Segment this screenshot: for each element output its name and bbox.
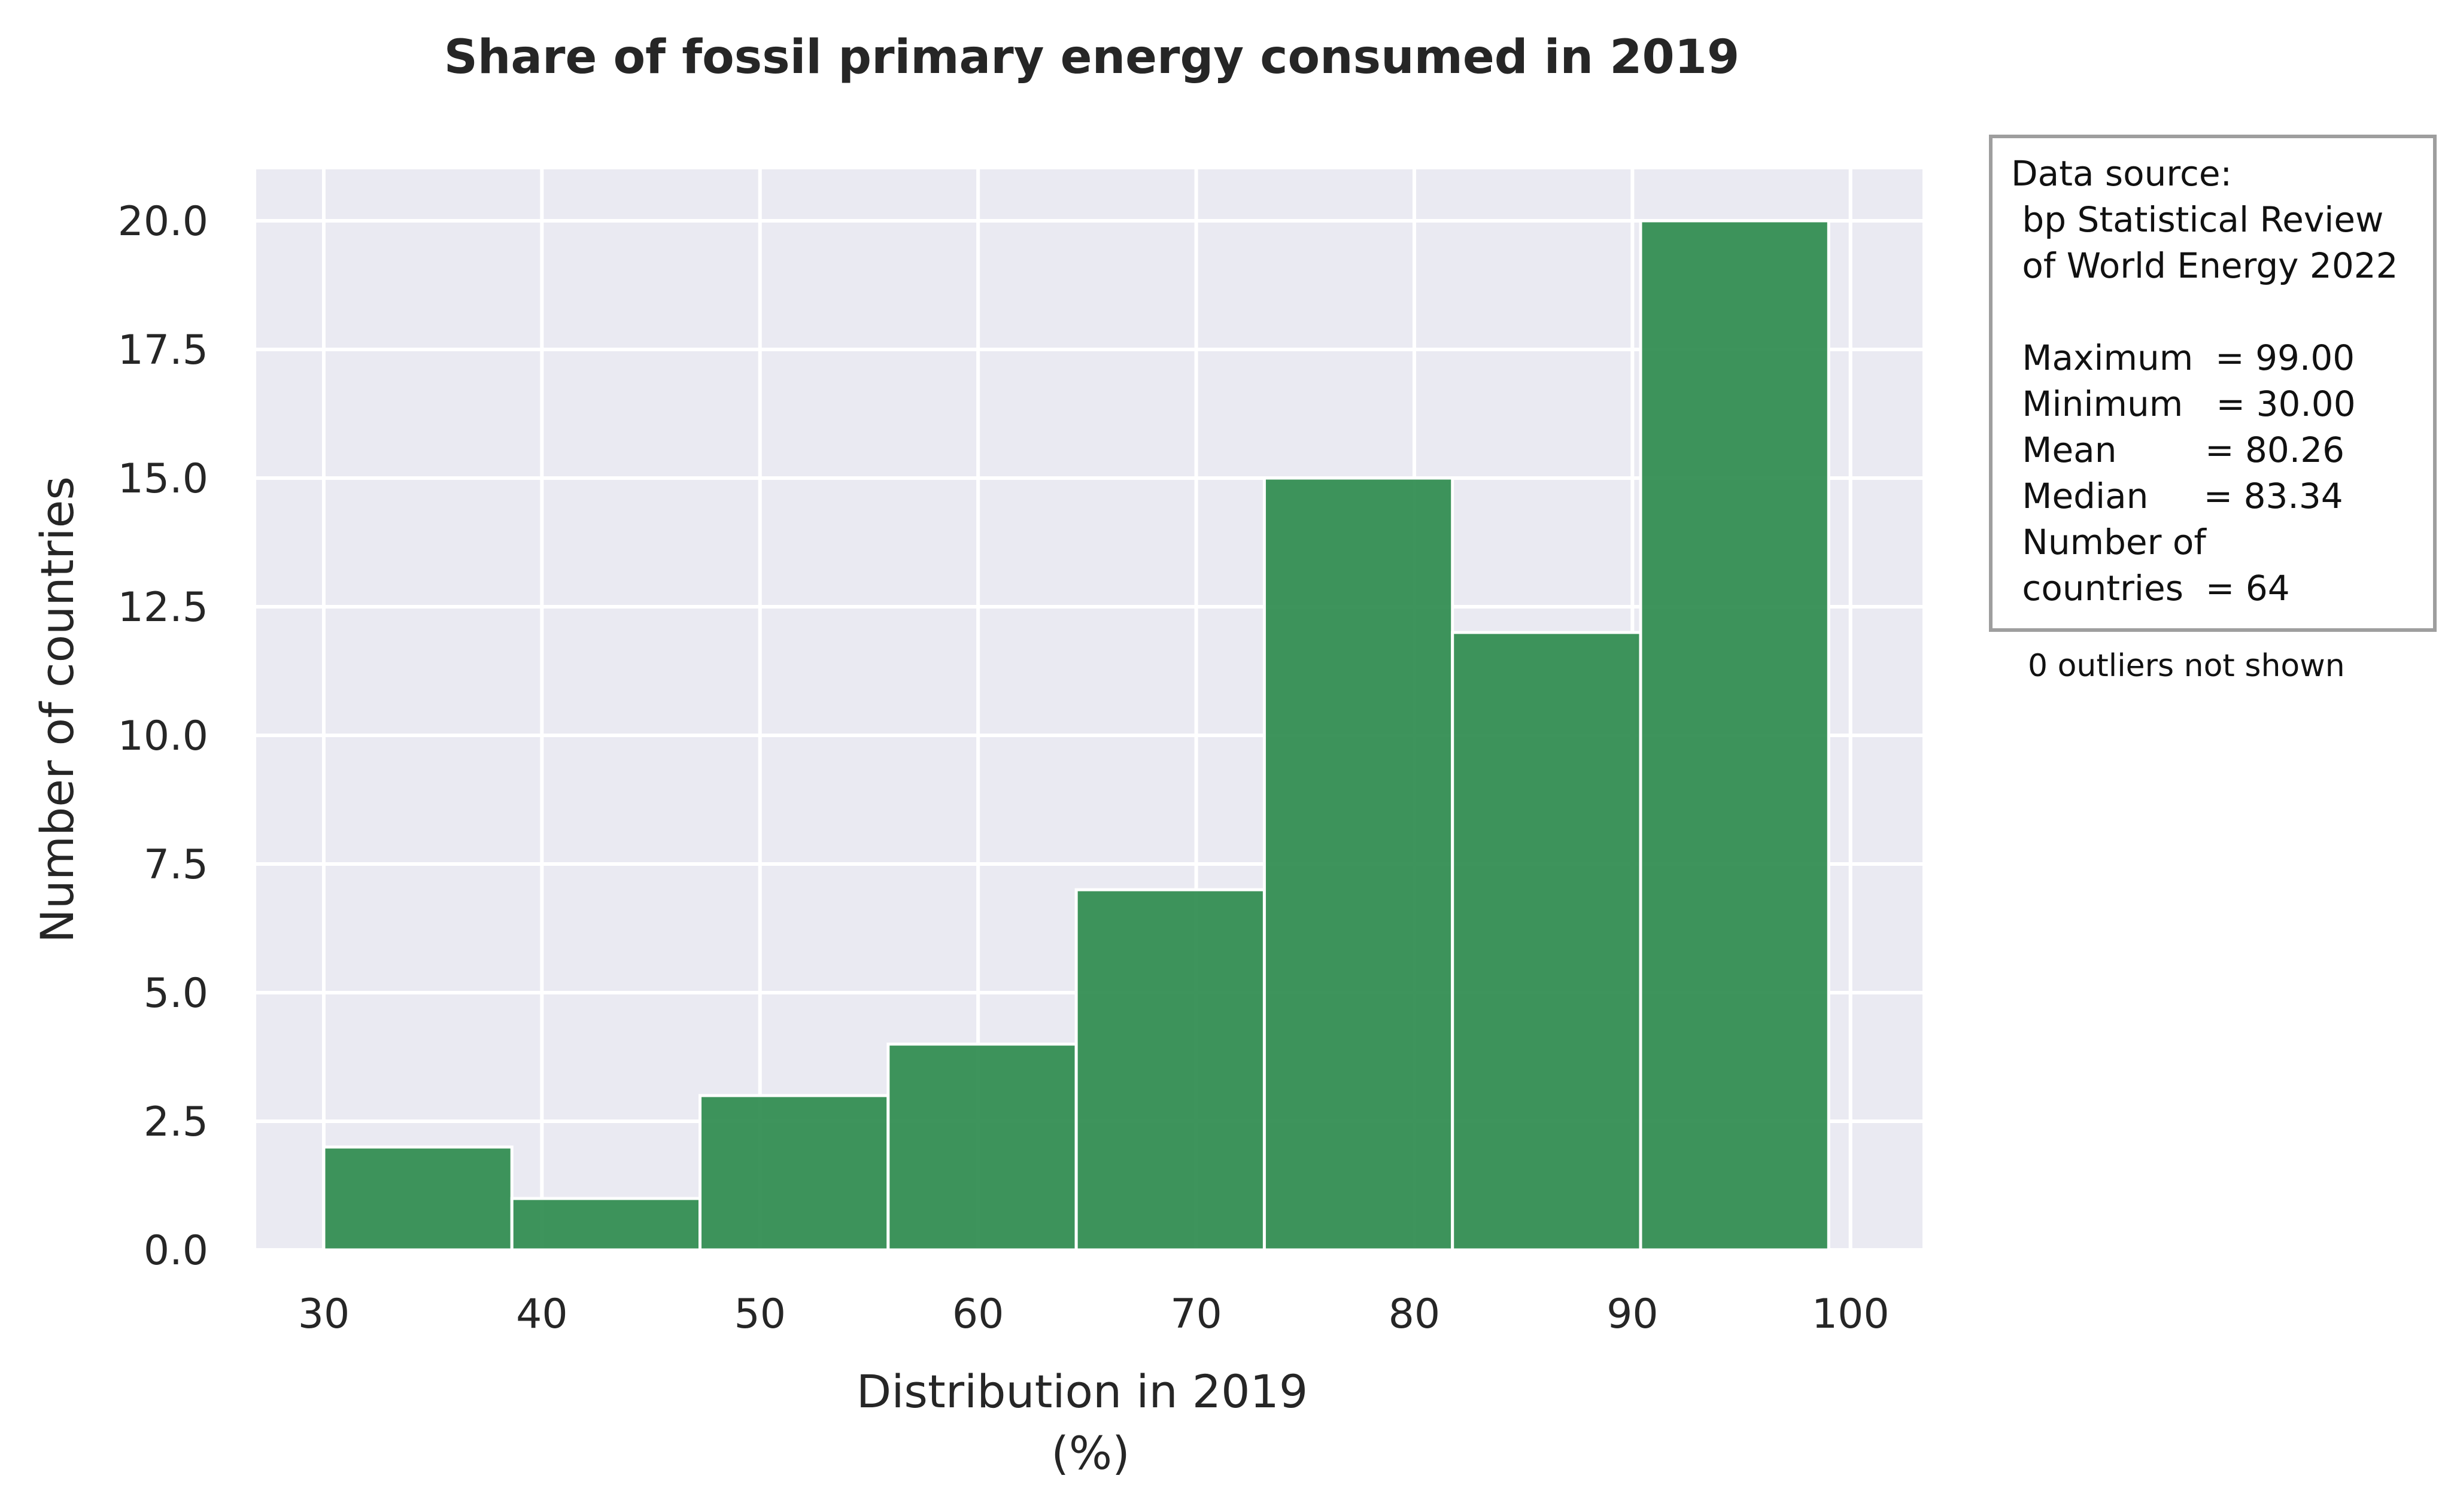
- x-axis-label-line1: Distribution in 2019: [857, 1365, 1308, 1418]
- histogram-bar: [1451, 631, 1642, 1252]
- x-tick-label: 80: [1389, 1291, 1441, 1338]
- x-tick-label: 60: [952, 1291, 1004, 1338]
- y-tick-label: 20.0: [118, 198, 208, 245]
- info-box-line: countries = 64: [2011, 568, 2290, 609]
- info-box-line: Median = 83.34: [2011, 476, 2343, 516]
- x-tick-label: 100: [1812, 1291, 1890, 1338]
- histogram-bar: [510, 1197, 702, 1252]
- y-tick-label: 7.5: [144, 841, 208, 889]
- histogram-bar: [698, 1094, 890, 1252]
- histogram-bar: [886, 1042, 1078, 1252]
- x-axis-label-line2: (%): [1051, 1426, 1130, 1480]
- histogram-bar: [1639, 219, 1830, 1252]
- histogram-bar: [322, 1145, 514, 1252]
- outliers-note: 0 outliers not shown: [2028, 648, 2345, 684]
- histogram-bar: [1262, 476, 1454, 1252]
- x-tick-label: 70: [1170, 1291, 1222, 1338]
- info-box-line: Data source:: [2011, 153, 2232, 194]
- histogram-bar: [1074, 888, 1266, 1252]
- x-axis-ticks: 30 40 50 60 70 80 90 100: [298, 1291, 1890, 1338]
- x-tick-label: 30: [298, 1291, 350, 1338]
- y-tick-label: 17.5: [118, 327, 208, 374]
- y-tick-label: 5.0: [144, 970, 208, 1017]
- x-tick-label: 50: [734, 1291, 786, 1338]
- info-box-line: of World Energy 2022: [2011, 245, 2398, 286]
- info-box-line: Minimum = 30.00: [2011, 384, 2356, 424]
- info-box-text: Data source: bp Statistical Review of Wo…: [2011, 153, 2398, 609]
- info-box-line: Maximum = 99.00: [2011, 337, 2355, 378]
- histogram-bars: [322, 219, 1830, 1252]
- x-tick-label: 40: [516, 1291, 568, 1338]
- y-tick-label: 0.0: [144, 1227, 208, 1274]
- info-box-line: Mean = 80.26: [2011, 430, 2344, 470]
- chart-title: Share of fossil primary energy consumed …: [444, 31, 1740, 84]
- info-box-line: Number of: [2011, 522, 2207, 562]
- y-tick-label: 2.5: [144, 1099, 208, 1146]
- y-tick-label: 15.0: [118, 455, 208, 503]
- info-box-line: bp Statistical Review: [2011, 199, 2383, 240]
- x-tick-label: 90: [1606, 1291, 1659, 1338]
- y-tick-label: 10.0: [118, 713, 208, 760]
- y-axis-label: Number of countries: [31, 476, 84, 943]
- info-box: [1989, 135, 2437, 632]
- y-tick-label: 12.5: [118, 584, 208, 631]
- y-axis-ticks: 0.0 2.5 5.0 7.5 10.0 12.5 15.0 17.5 20.0: [118, 198, 208, 1274]
